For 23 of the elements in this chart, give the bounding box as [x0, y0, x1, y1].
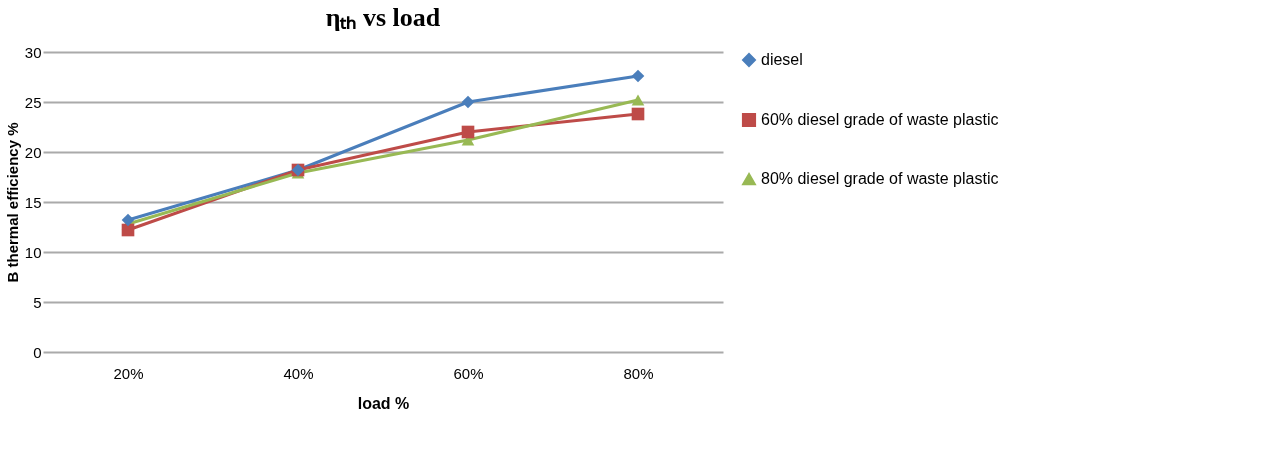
y-tick-label: 10: [24, 243, 42, 261]
x-tick-label: 80%: [623, 364, 654, 382]
y-tick-label: 25: [24, 93, 42, 111]
y-tick-label: 20: [24, 143, 42, 161]
legend-label: diesel: [761, 51, 803, 68]
y-axis-title: B thermal efficiency %: [3, 122, 21, 283]
point: [631, 94, 645, 106]
y-tick-label: 15: [24, 193, 42, 211]
x-tick-label: 40%: [283, 364, 314, 382]
y-tick-label: 5: [33, 293, 42, 311]
point: [631, 107, 645, 121]
y-tick-label: 30: [24, 43, 42, 61]
point: [631, 69, 645, 83]
point: [461, 125, 475, 139]
x-tick-label: 60%: [453, 364, 484, 382]
y-tick-label: 0: [33, 343, 42, 361]
point: [461, 95, 475, 109]
point: [121, 213, 135, 227]
chart-title: ηₜₕ vs load: [325, 3, 441, 32]
x-axis-title: load %: [357, 394, 410, 412]
x-tick-label: 20%: [113, 364, 144, 382]
legend-label: 60% diesel grade of waste plastic: [761, 111, 999, 128]
legend-label: 80% diesel grade of waste plastic: [761, 170, 999, 187]
